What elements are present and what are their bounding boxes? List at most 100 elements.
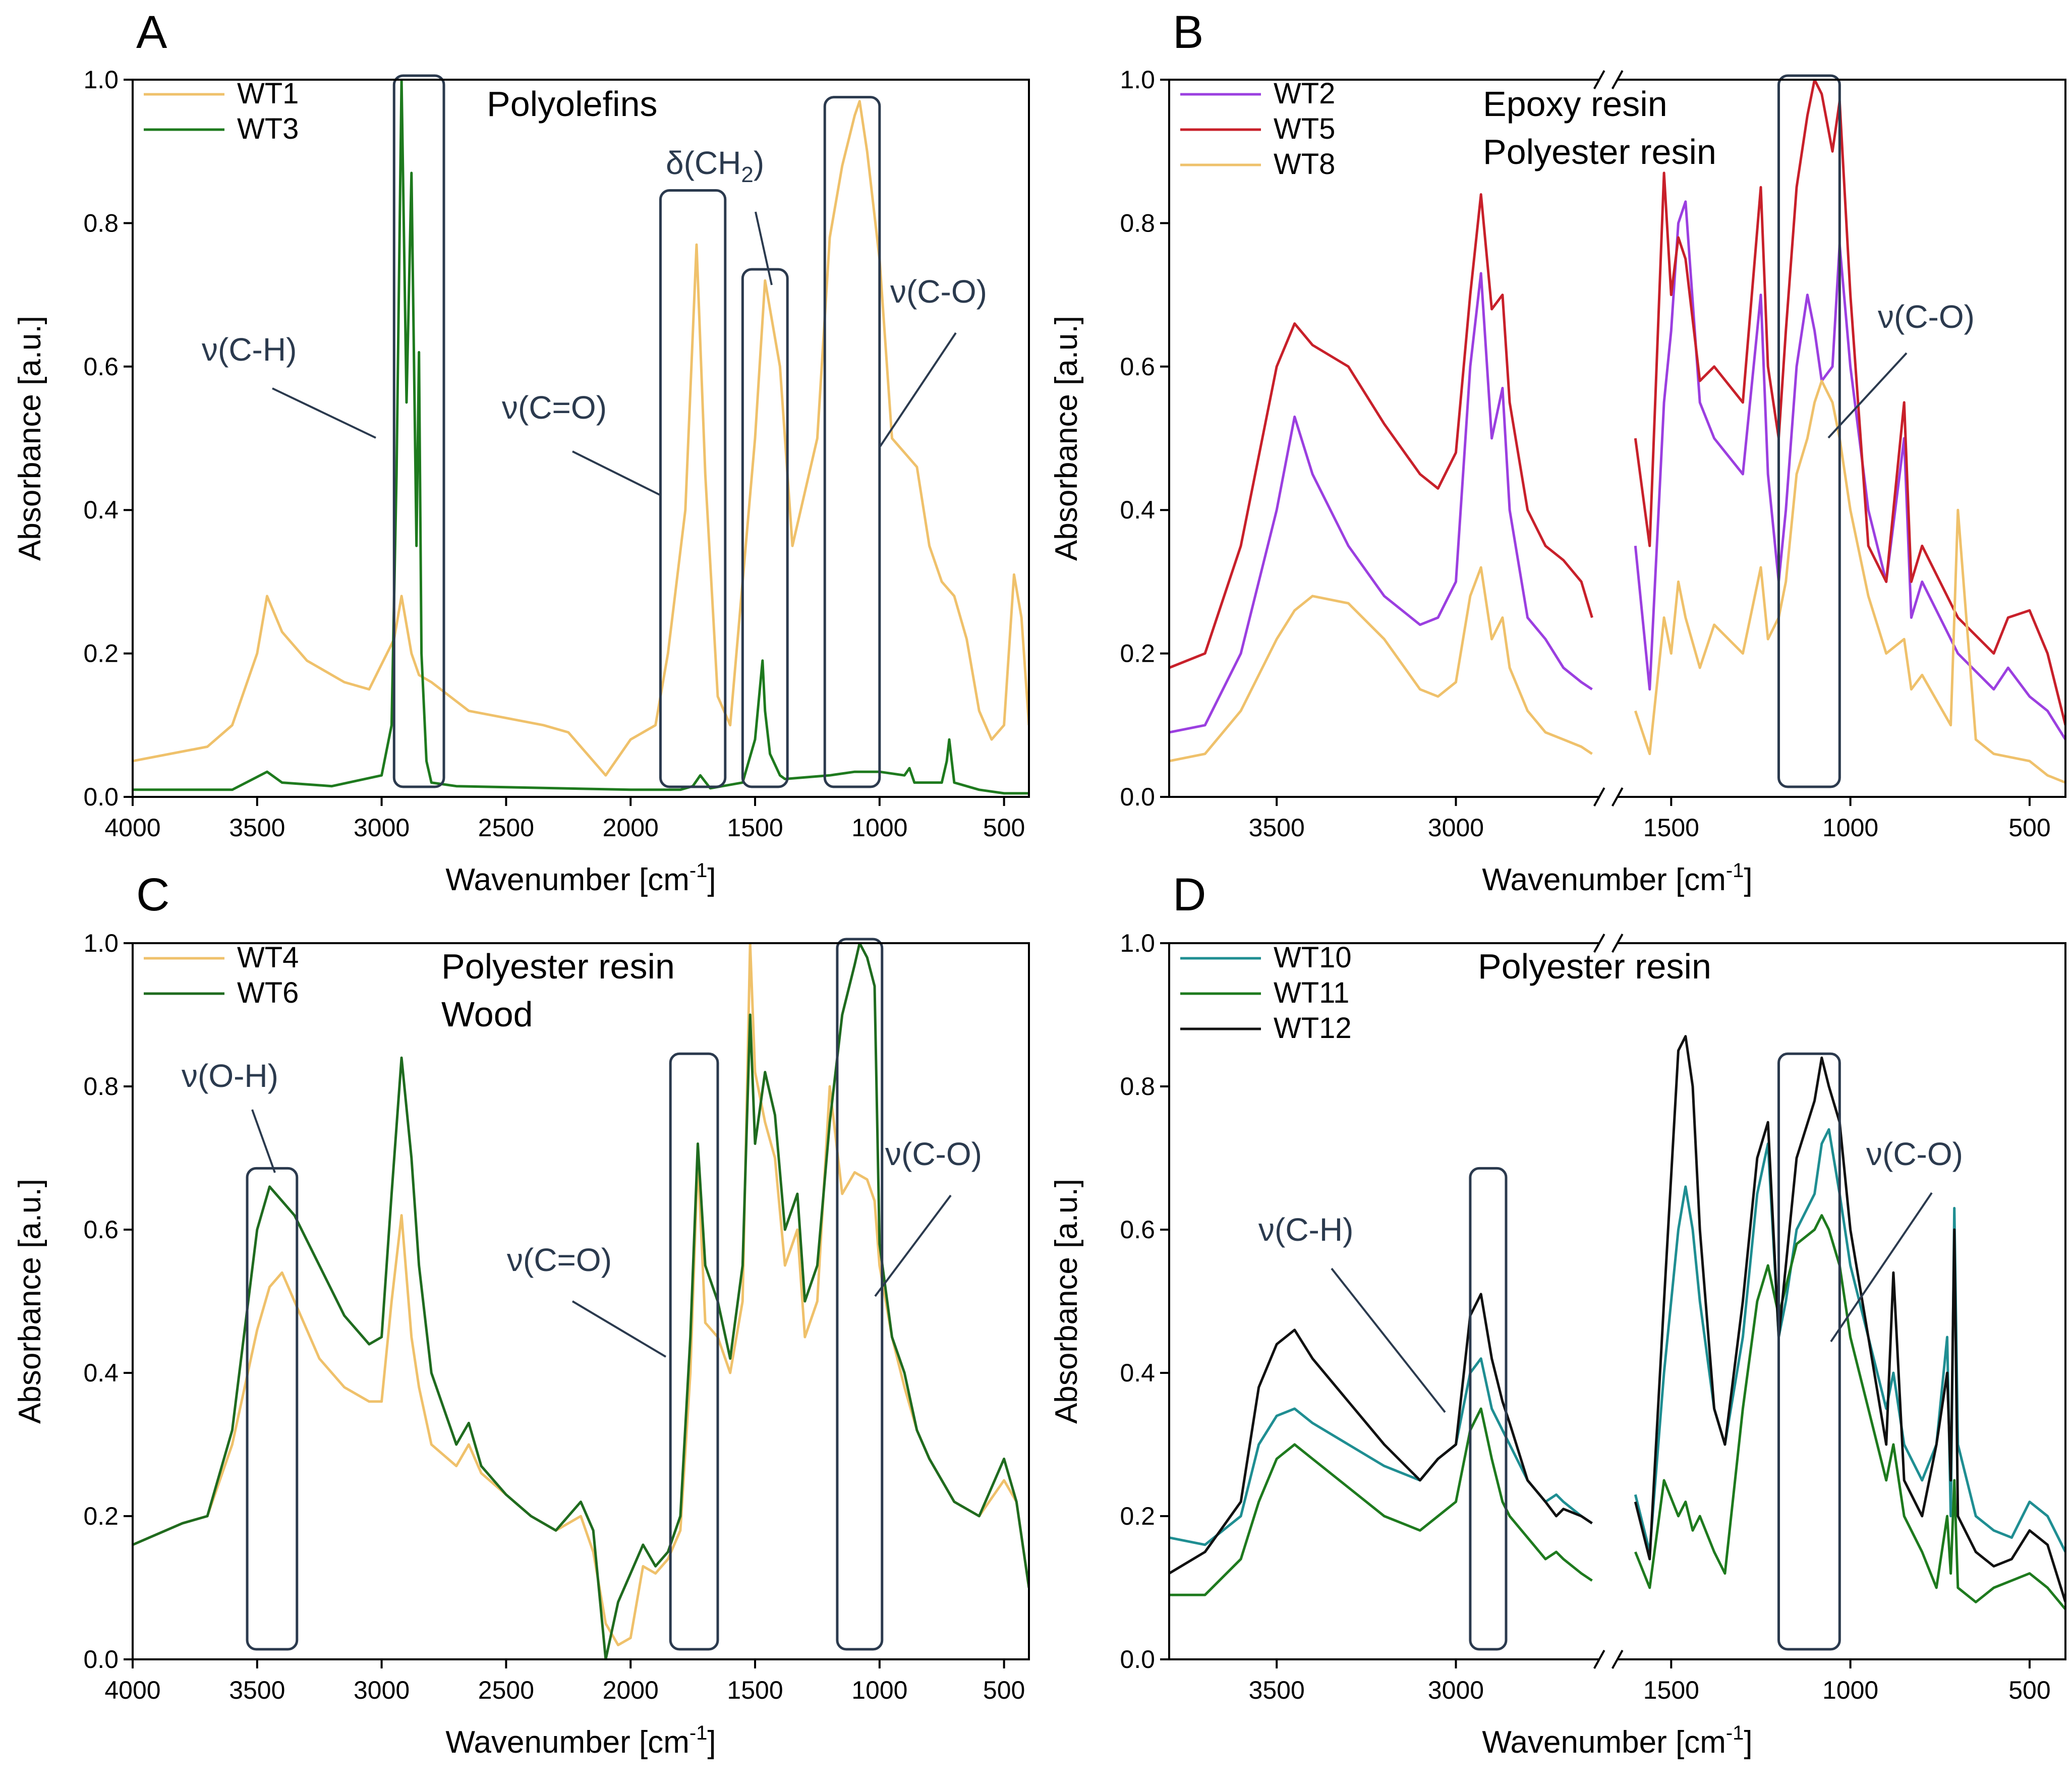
axis-break-mark bbox=[1611, 787, 1624, 806]
x-axis-title: Wavenumber [cm-1] bbox=[445, 1722, 716, 1760]
legend-entry: WT12 bbox=[1274, 1012, 1352, 1045]
annotation-leader-line bbox=[879, 332, 957, 447]
x-tick-label: 1000 bbox=[1822, 1676, 1878, 1704]
y-tick-label: 0.4 bbox=[1120, 496, 1155, 524]
y-tick-label: 0.8 bbox=[83, 209, 119, 237]
annotation-text: ν(C=O) bbox=[502, 389, 607, 426]
y-tick-label: 1.0 bbox=[83, 66, 119, 94]
panel-letter: D bbox=[1173, 869, 1206, 920]
panel-b: 3500 3000 1500 1000 500 0.0 0.2 0.4 0.6 0.8 1.0 Wav… bbox=[1049, 7, 2066, 897]
annotation-leader-line bbox=[571, 1300, 667, 1358]
legend-entry: WT4 bbox=[237, 941, 299, 974]
panel-title: Polyester resin bbox=[1478, 947, 1711, 986]
series-wt11-line bbox=[1169, 1214, 2065, 1610]
annotation-leader-line bbox=[251, 1109, 276, 1173]
x-tick-label: 3500 bbox=[1249, 814, 1305, 842]
x-tick-label: 1500 bbox=[727, 1676, 783, 1704]
y-tick-label: 0.4 bbox=[83, 496, 119, 524]
y-tick-label: 0.2 bbox=[1120, 640, 1155, 668]
x-tick-label: 3500 bbox=[229, 1676, 285, 1704]
panel-title: Wood bbox=[441, 995, 533, 1034]
panel-letter: C bbox=[136, 869, 169, 920]
x-tick-label: 4000 bbox=[104, 1676, 160, 1704]
x-axis-title-main: Wavenumber [cm bbox=[1482, 862, 1726, 897]
highlight-box bbox=[1777, 74, 1841, 788]
y-tick-label: 0.8 bbox=[1120, 209, 1155, 237]
panel-title: Epoxy resin bbox=[1483, 84, 1667, 124]
x-tick-label: 1000 bbox=[851, 814, 907, 842]
annotation-leader-line bbox=[272, 387, 376, 439]
x-tick-label: 3000 bbox=[1428, 814, 1484, 842]
y-axis-title: Absorbance [a.u.] bbox=[13, 1179, 47, 1424]
axis-break-mark bbox=[1593, 787, 1605, 806]
x-axis-title-sup: -1 bbox=[689, 859, 708, 882]
x-tick-label: 4000 bbox=[104, 814, 160, 842]
x-axis-title-end: ] bbox=[1744, 1725, 1752, 1760]
x-axis-title-end: ] bbox=[1744, 862, 1752, 897]
axis-break-mark bbox=[1611, 934, 1624, 953]
legend-entry: WT11 bbox=[1274, 976, 1349, 1009]
x-tick-label: 500 bbox=[2008, 814, 2050, 842]
series-wt6-line bbox=[133, 943, 1029, 1659]
x-tick-label: 1000 bbox=[1822, 814, 1878, 842]
y-tick-label: 0.2 bbox=[1120, 1502, 1155, 1530]
x-axis-title-end: ] bbox=[707, 862, 716, 897]
x-tick-label: 2000 bbox=[603, 1676, 659, 1704]
band-annotation: ν(C-O) bbox=[1878, 299, 1975, 335]
y-tick-label: 1.0 bbox=[1120, 929, 1155, 957]
annotation-subscript: 2 bbox=[741, 162, 753, 187]
axis-break-mark bbox=[1611, 1650, 1624, 1669]
x-tick-label: 1500 bbox=[1643, 814, 1699, 842]
legend-entry: WT6 bbox=[237, 976, 299, 1009]
axis-break-mark bbox=[1593, 1650, 1605, 1669]
axis-break-mark bbox=[1593, 70, 1605, 89]
panel-letter: A bbox=[136, 7, 167, 58]
series-wt3-line bbox=[133, 80, 1029, 795]
highlight-box bbox=[741, 268, 789, 788]
y-tick-label: 0.6 bbox=[83, 353, 119, 381]
annotation-leader-line bbox=[755, 211, 773, 285]
panel-title: Polyester resin bbox=[441, 947, 675, 986]
x-tick-label: 3500 bbox=[229, 814, 285, 842]
y-axis-title: Absorbance [a.u.] bbox=[1049, 1179, 1084, 1424]
plot-frame bbox=[1168, 942, 2066, 1660]
x-axis-title-main: Wavenumber [cm bbox=[1482, 1725, 1726, 1760]
annotation-leader-line bbox=[1827, 352, 1908, 439]
y-axis-title: Absorbance [a.u.] bbox=[1049, 316, 1084, 561]
panel-letter: B bbox=[1173, 7, 1203, 58]
y-tick-label: 0.6 bbox=[83, 1216, 119, 1244]
y-tick-label: 0.2 bbox=[83, 640, 119, 668]
band-annotation: ν(C-O) bbox=[890, 273, 987, 310]
annotation-leader-line bbox=[874, 1194, 952, 1297]
series-wt5-line bbox=[1169, 80, 2065, 726]
legend-entry: WT10 bbox=[1274, 941, 1352, 974]
highlight-box bbox=[392, 74, 445, 788]
plot-frame bbox=[132, 942, 1030, 1660]
y-tick-label: 1.0 bbox=[83, 929, 119, 957]
y-tick-label: 0.4 bbox=[83, 1359, 119, 1387]
x-tick-label: 1500 bbox=[727, 814, 783, 842]
series-wt8-line bbox=[1169, 379, 2065, 784]
x-tick-label: 3000 bbox=[354, 1676, 410, 1704]
y-tick-label: 0.4 bbox=[1120, 1359, 1155, 1387]
panel-title: Polyester resin bbox=[1483, 132, 1716, 171]
y-tick-label: 0.6 bbox=[1120, 353, 1155, 381]
x-axis-title-sup: -1 bbox=[1726, 859, 1744, 882]
panel-title: Polyolefins bbox=[487, 84, 658, 124]
y-axis-title: Absorbance [a.u.] bbox=[13, 316, 47, 561]
x-axis-title-sup: -1 bbox=[689, 1722, 708, 1744]
annotation-text: ν(O-H) bbox=[182, 1058, 278, 1094]
annotation-leader-line bbox=[572, 450, 661, 496]
highlight-box bbox=[836, 938, 884, 1651]
y-tick-label: 0.2 bbox=[83, 1502, 119, 1530]
highlight-box bbox=[1777, 1052, 1841, 1651]
y-tick-label: 1.0 bbox=[1120, 66, 1155, 94]
annotation-tail: ) bbox=[754, 145, 764, 181]
plot-frame bbox=[1168, 79, 2066, 798]
x-axis-title: Wavenumber [cm-1] bbox=[445, 859, 716, 897]
x-axis-title: Wavenumber [cm-1] bbox=[1482, 859, 1752, 897]
x-axis-title-main: Wavenumber [cm bbox=[445, 1725, 689, 1760]
x-tick-label: 2000 bbox=[603, 814, 659, 842]
x-tick-label: 1500 bbox=[1643, 1676, 1699, 1704]
